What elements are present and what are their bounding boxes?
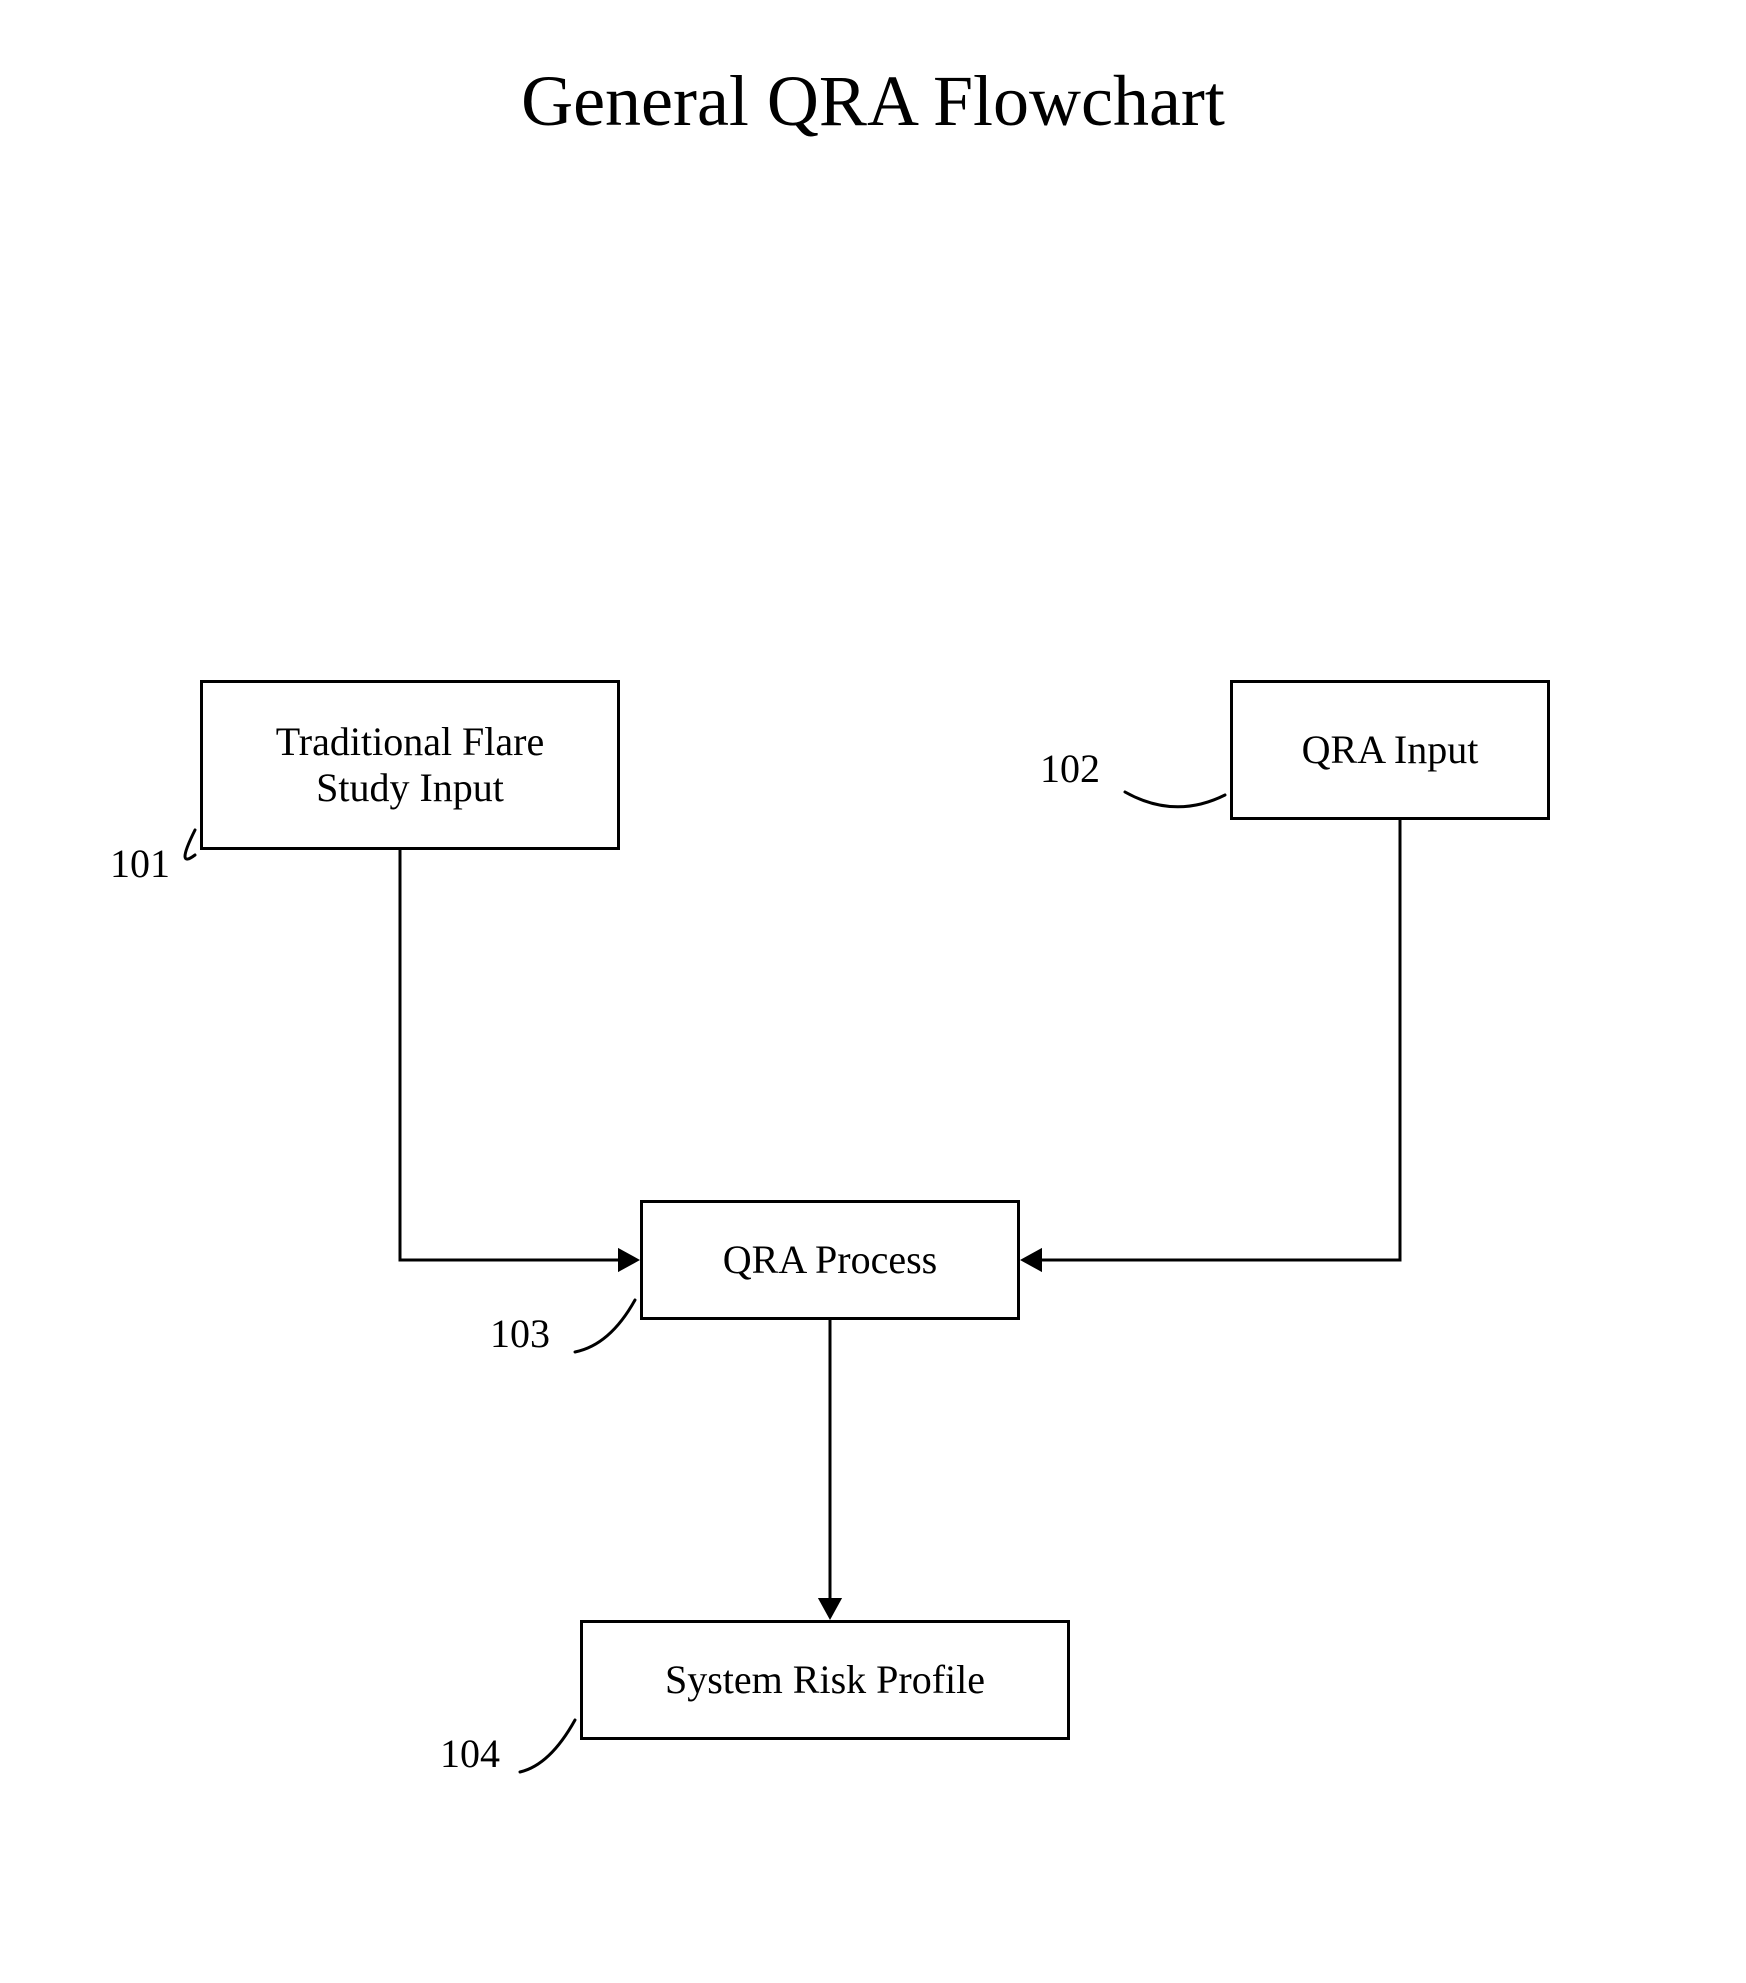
node-qra-process: QRA Process <box>640 1200 1020 1320</box>
flowchart-canvas: General QRA Flowchart Traditional FlareS… <box>0 0 1746 1983</box>
ref-label-101: 101 <box>110 840 170 887</box>
ref-label-103: 103 <box>490 1310 550 1357</box>
node-qra-input: QRA Input <box>1230 680 1550 820</box>
node-label: System Risk Profile <box>665 1657 985 1703</box>
ref-label-102: 102 <box>1040 745 1100 792</box>
node-label: Traditional FlareStudy Input <box>276 719 545 811</box>
ref-label-104: 104 <box>440 1730 500 1777</box>
node-label: QRA Process <box>723 1237 937 1283</box>
node-system-risk-profile: System Risk Profile <box>580 1620 1070 1740</box>
diagram-title: General QRA Flowchart <box>0 60 1746 143</box>
node-traditional-flare-study-input: Traditional FlareStudy Input <box>200 680 620 850</box>
node-label: QRA Input <box>1302 727 1479 773</box>
